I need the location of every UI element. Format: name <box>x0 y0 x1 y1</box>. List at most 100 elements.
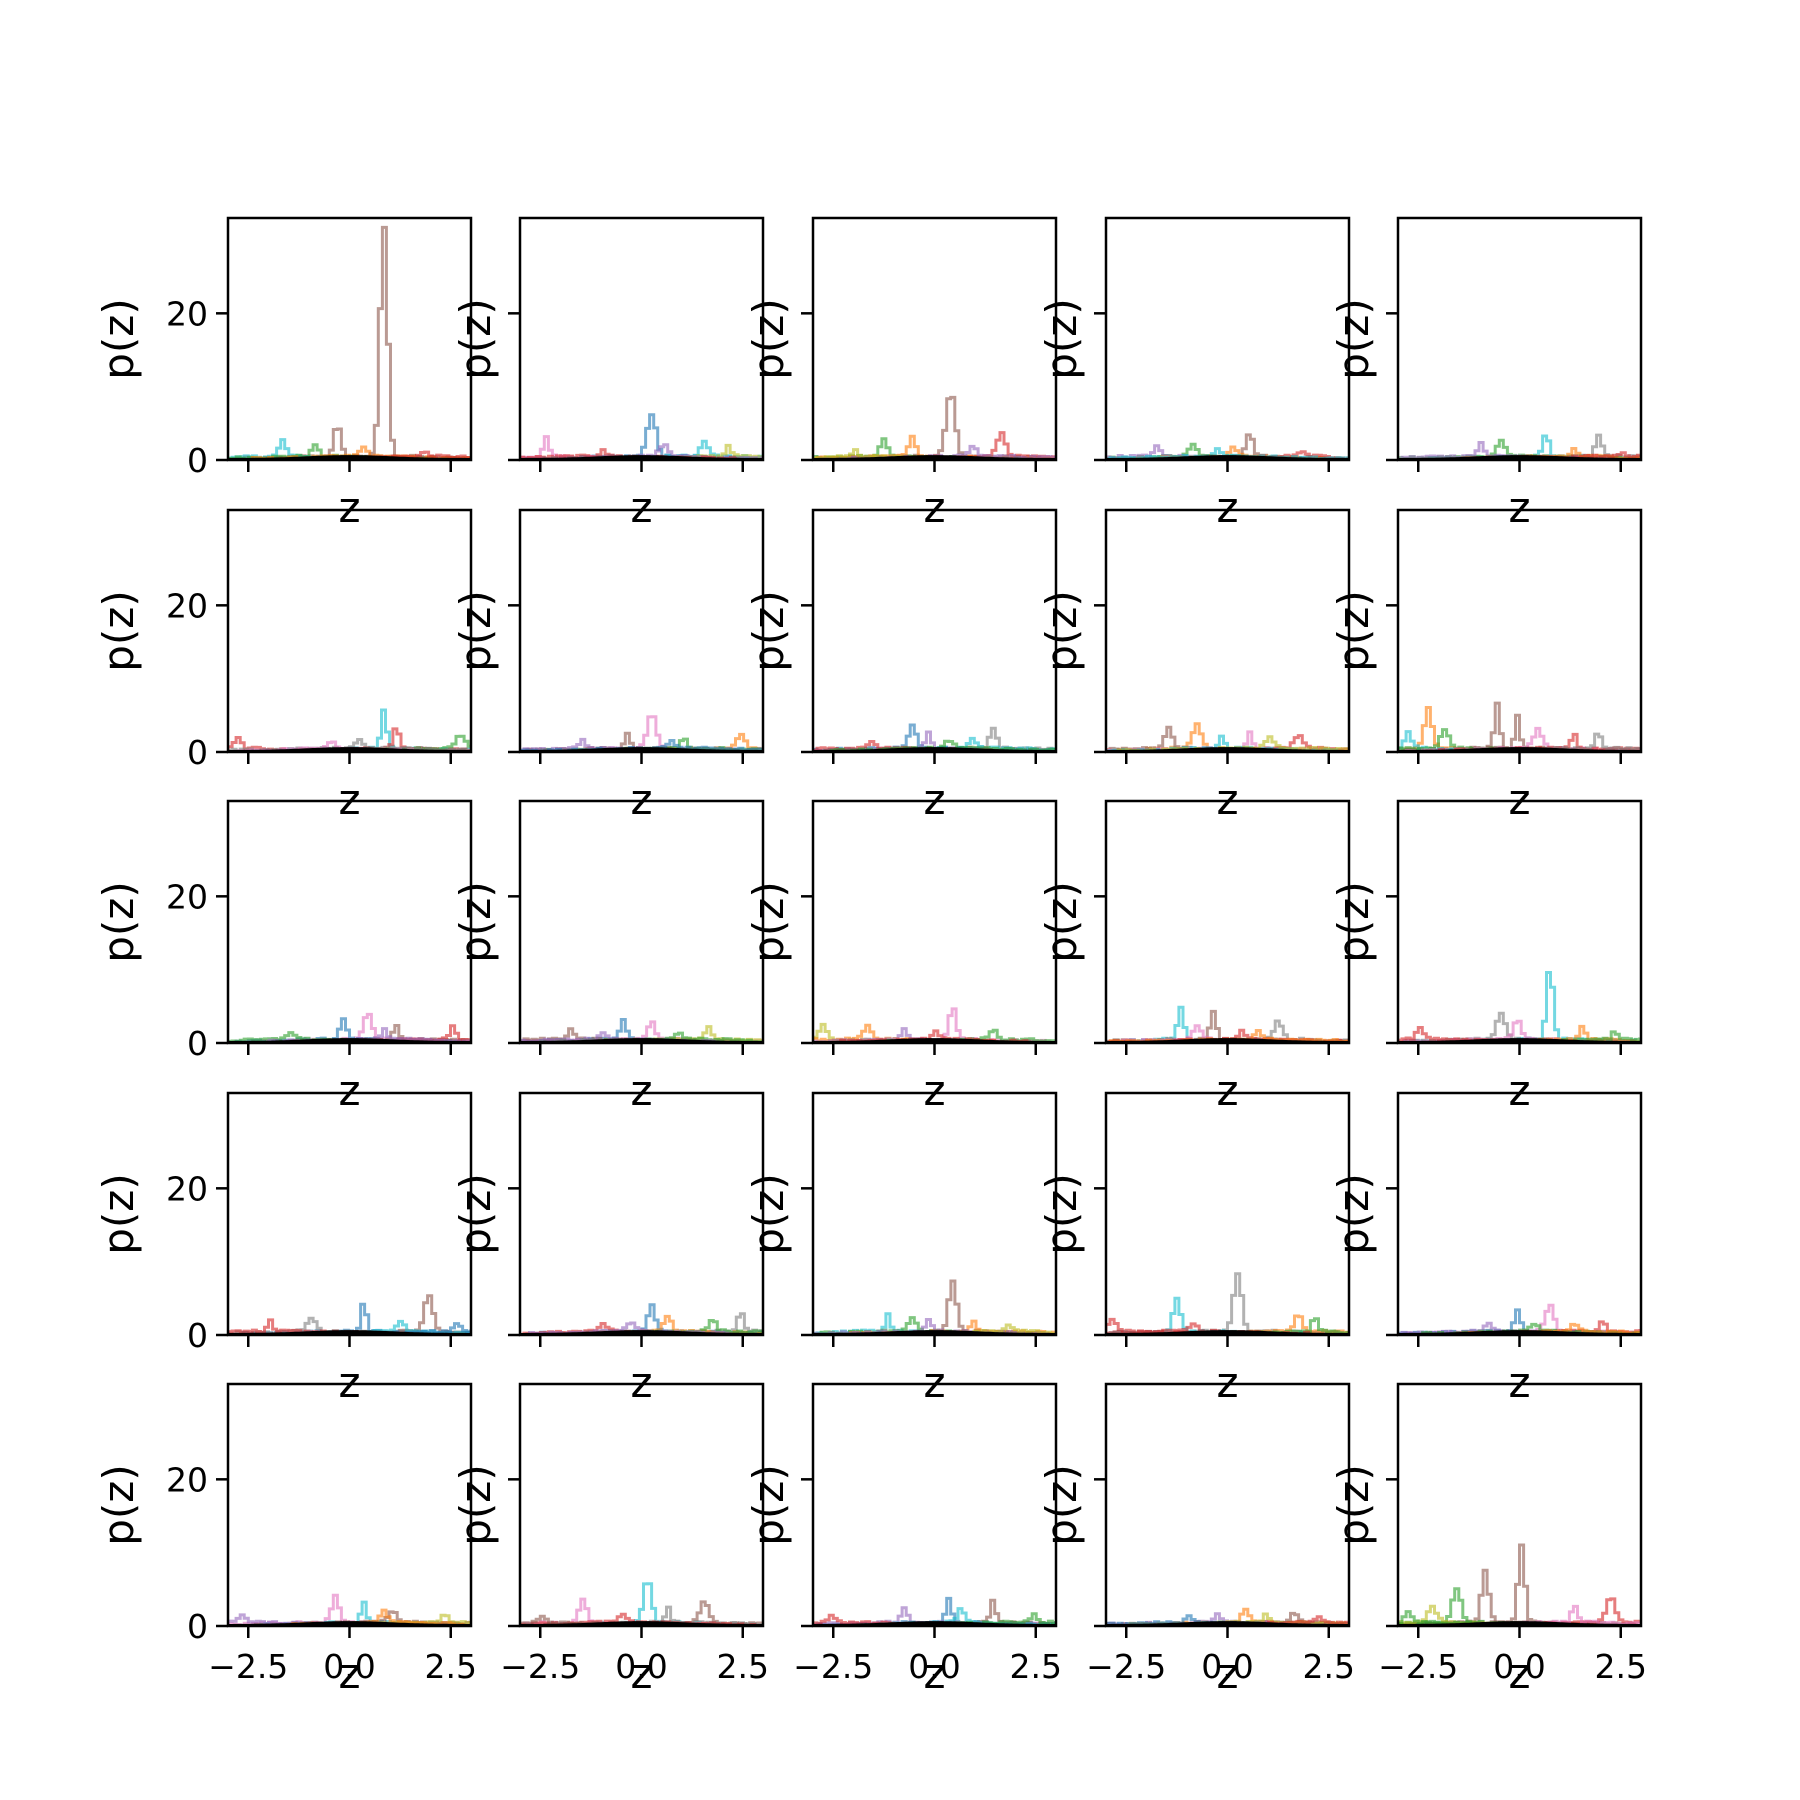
plot-area <box>228 225 471 460</box>
plot-area <box>228 1294 471 1335</box>
x-axis-label: z <box>923 1066 945 1115</box>
x-axis-label: z <box>338 775 360 824</box>
subplot-r4-c5: z p(z) <box>1329 1091 1643 1407</box>
y-axis-label: p(z) <box>94 881 143 962</box>
x-axis-label: z <box>1216 483 1238 532</box>
y-axis-label: p(z) <box>744 590 793 671</box>
subplot-r4-c2: z p(z) <box>451 1091 765 1407</box>
subplot-r2-c1: 0 20 z p(z) <box>94 508 473 824</box>
y-axis-label: p(z) <box>94 298 143 379</box>
plot-area <box>228 1593 471 1626</box>
axes-frame <box>518 799 765 1045</box>
x-axis-label: z <box>923 483 945 532</box>
x-tick-label: 2.5 <box>1303 1647 1355 1686</box>
subplot-r1-c3: z p(z) <box>744 216 1058 532</box>
plot-area <box>520 1582 763 1626</box>
x-tick-label: −2.5 <box>1086 1647 1166 1686</box>
y-axis-label: p(z) <box>1037 1173 1086 1254</box>
plot-area <box>520 1018 763 1043</box>
plot-area <box>520 715 763 752</box>
plot-area <box>1106 1005 1349 1043</box>
x-axis-label: z <box>1216 775 1238 824</box>
subplot-r3-c3: z p(z) <box>744 799 1058 1115</box>
axes-frame <box>811 1382 1058 1628</box>
x-tick-label: −2.5 <box>793 1647 873 1686</box>
y-tick-label: 0 <box>187 1024 208 1063</box>
subplot-r1-c4: z p(z) <box>1037 216 1351 532</box>
subplot-r2-c4: z p(z) <box>1037 508 1351 824</box>
y-tick-label: 20 <box>166 294 208 333</box>
x-tick-label: 2.5 <box>425 1647 477 1686</box>
x-tick-label: −2.5 <box>1378 1647 1458 1686</box>
x-tick-label: −2.5 <box>500 1647 580 1686</box>
plot-area <box>520 413 763 460</box>
subplot-r1-c2: z p(z) <box>451 216 765 532</box>
x-tick-label: 0.0 <box>1201 1647 1253 1686</box>
plot-area <box>1398 1303 1641 1335</box>
axes-frame <box>518 216 765 462</box>
plot-area <box>1106 433 1349 460</box>
x-axis-label: z <box>1216 1649 1238 1698</box>
plot-area <box>520 1303 763 1335</box>
x-axis-label: z <box>338 1649 360 1698</box>
subplot-r2-c3: z p(z) <box>744 508 1058 824</box>
x-tick-label: 0.0 <box>908 1647 960 1686</box>
y-axis-label: p(z) <box>451 298 500 379</box>
axes-frame <box>518 1382 765 1628</box>
y-axis-label: p(z) <box>1329 1464 1378 1545</box>
x-axis-label: z <box>338 1358 360 1407</box>
y-axis-label: p(z) <box>1329 590 1378 671</box>
axes-frame <box>1396 1382 1643 1628</box>
x-axis-label: z <box>1508 483 1530 532</box>
y-axis-label: p(z) <box>744 1464 793 1545</box>
axes-frame <box>811 508 1058 754</box>
plot-area <box>1398 701 1641 752</box>
y-tick-label: 0 <box>187 441 208 480</box>
plot-area <box>1106 722 1349 752</box>
axes-frame <box>226 799 473 1045</box>
axes-frame <box>811 1091 1058 1337</box>
axes-frame <box>226 508 473 754</box>
plot-area <box>813 1596 1056 1626</box>
x-axis-label: z <box>923 1358 945 1407</box>
y-tick-label: 20 <box>166 877 208 916</box>
subplot-r5-c5: −2.5 0.0 2.5 z p(z) <box>1329 1382 1647 1698</box>
axes-frame <box>518 508 765 754</box>
subplot-r1-c1: 0 20 z p(z) <box>94 216 473 532</box>
axes-frame <box>1396 799 1643 1045</box>
x-tick-label: 0.0 <box>615 1647 667 1686</box>
subplot-r3-c4: z p(z) <box>1037 799 1351 1115</box>
y-axis-label: p(z) <box>94 590 143 671</box>
y-tick-label: 0 <box>187 733 208 772</box>
y-axis-label: p(z) <box>1329 298 1378 379</box>
axes-frame <box>1104 1382 1351 1628</box>
y-axis-label: p(z) <box>451 881 500 962</box>
axes-frame <box>1104 508 1351 754</box>
x-tick-label: 2.5 <box>1595 1647 1647 1686</box>
axes-frame <box>226 1382 473 1628</box>
hist-series-1 <box>262 708 471 752</box>
hist-series-1 <box>271 225 471 460</box>
y-axis-label: p(z) <box>1037 590 1086 671</box>
x-axis-label: z <box>630 1649 652 1698</box>
x-axis-label: z <box>923 1649 945 1698</box>
x-axis-label: z <box>630 1358 652 1407</box>
axes-frame <box>518 1091 765 1337</box>
y-axis-label: p(z) <box>1037 1464 1086 1545</box>
x-axis-label: z <box>1508 1358 1530 1407</box>
x-axis-label: z <box>1508 1649 1530 1698</box>
x-tick-label: 2.5 <box>1010 1647 1062 1686</box>
y-axis-label: p(z) <box>744 298 793 379</box>
x-tick-label: 0.0 <box>1493 1647 1545 1686</box>
axes-frame <box>1104 799 1351 1045</box>
axes-frame <box>1104 216 1351 462</box>
plot-area <box>1398 1543 1641 1626</box>
subplot-r5-c2: −2.5 0.0 2.5 z p(z) <box>451 1382 769 1698</box>
y-axis-label: p(z) <box>94 1464 143 1545</box>
subplot-r1-c5: z p(z) <box>1329 216 1643 532</box>
x-axis-label: z <box>1508 1066 1530 1115</box>
plot-area <box>813 723 1056 752</box>
x-axis-label: z <box>630 775 652 824</box>
plot-area <box>813 1007 1056 1043</box>
